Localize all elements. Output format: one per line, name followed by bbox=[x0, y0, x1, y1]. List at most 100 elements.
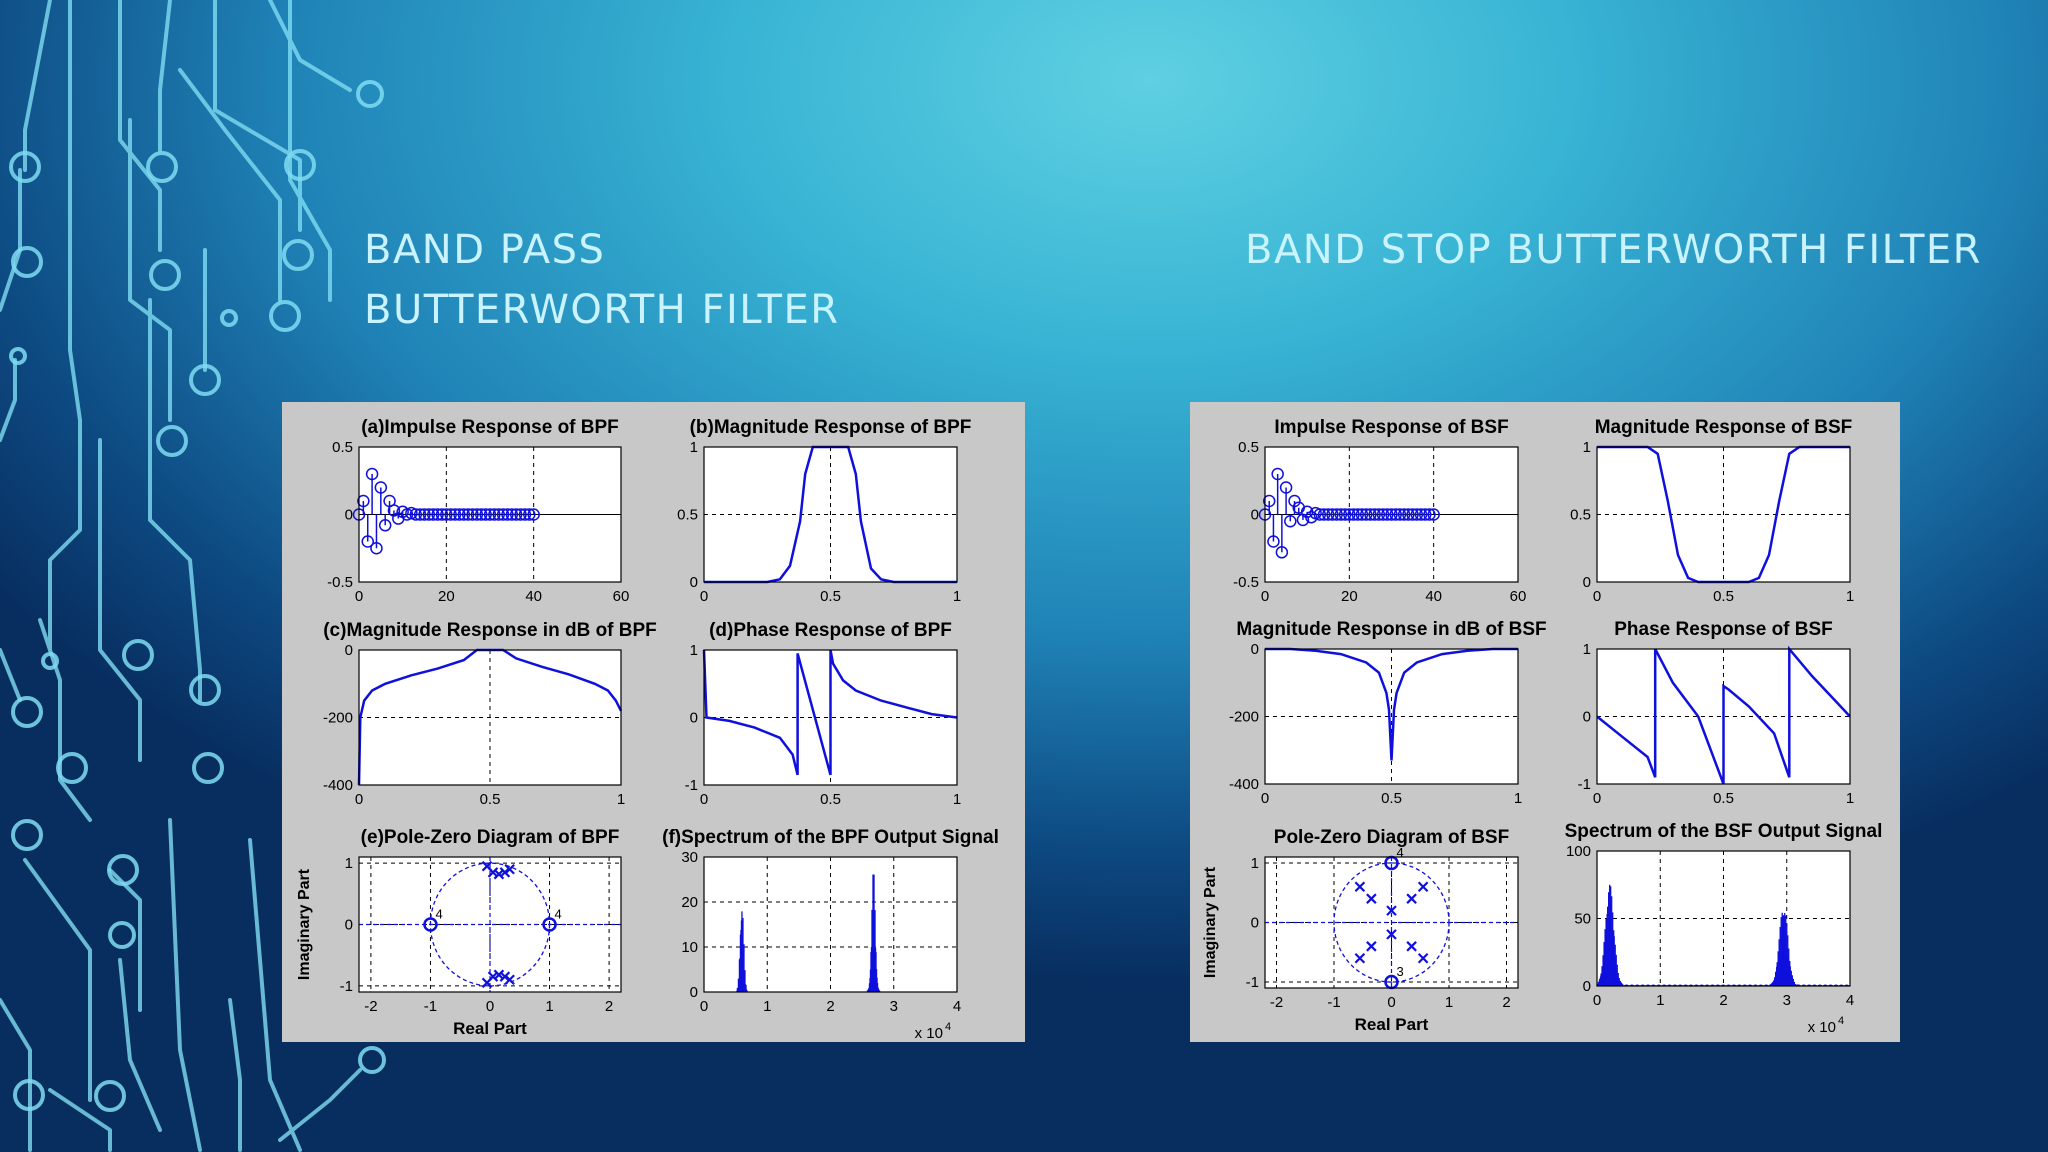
stem-marker bbox=[1389, 508, 1402, 521]
y-tick-label: -0.5 bbox=[327, 574, 353, 591]
y-tick-label: 0.5 bbox=[677, 507, 698, 524]
y-tick-label: 0 bbox=[345, 507, 353, 524]
zero-multiplicity: 4 bbox=[435, 907, 442, 922]
y-tick-label: 0 bbox=[1583, 574, 1591, 591]
pole-marker bbox=[1354, 952, 1366, 964]
chart-title: Pole-Zero Diagram of BSF bbox=[1274, 827, 1509, 848]
x-tick-label: 0.5 bbox=[1713, 790, 1734, 807]
stem-marker bbox=[1330, 508, 1343, 521]
y-tick-label: 0 bbox=[1251, 641, 1259, 658]
stem-marker bbox=[1347, 508, 1360, 521]
pole-marker bbox=[1366, 941, 1377, 952]
stem-marker bbox=[1359, 508, 1373, 521]
stem-marker bbox=[1351, 508, 1365, 521]
x-tick-label: 2 bbox=[1502, 994, 1510, 1011]
stem-marker bbox=[448, 508, 462, 521]
stem-marker bbox=[426, 508, 440, 521]
y-tick-label: 0.5 bbox=[332, 439, 353, 456]
stem-marker bbox=[466, 508, 479, 521]
y-tick-label: -400 bbox=[1229, 776, 1259, 793]
x-tick-label: 0.5 bbox=[480, 791, 501, 808]
stem-marker bbox=[470, 508, 484, 521]
pole-marker bbox=[1406, 893, 1417, 904]
plot-frame bbox=[1264, 648, 1519, 785]
y-tick-label: -400 bbox=[323, 777, 353, 794]
x-tick-label: 1 bbox=[1656, 992, 1664, 1009]
x-tick-label: 0 bbox=[1261, 588, 1269, 605]
x-tick-label: 3 bbox=[1783, 992, 1791, 1009]
y-tick-label: 1 bbox=[345, 855, 353, 872]
stem-marker bbox=[1381, 508, 1394, 521]
stem-marker bbox=[370, 542, 383, 555]
y-tick-label: 30 bbox=[681, 849, 698, 866]
x-tick-label: 20 bbox=[438, 588, 455, 605]
x-tick-label: 0 bbox=[355, 588, 363, 605]
x-tick-label: 2 bbox=[605, 998, 613, 1015]
stem-marker bbox=[1372, 508, 1386, 521]
pole-marker bbox=[504, 974, 515, 986]
stem-marker bbox=[409, 508, 423, 521]
bsf-figure-panel: Impulse Response of BSF 0 20 40 60 0.5 0 -0.5 M… bbox=[1190, 402, 1900, 1042]
chart-title: (e)Pole-Zero Diagram of BPF bbox=[361, 827, 620, 848]
x-tick-label: 0 bbox=[1261, 790, 1269, 807]
x-axis-label: Real Part bbox=[453, 1019, 527, 1038]
stem-marker bbox=[1402, 508, 1415, 521]
stem-marker bbox=[431, 508, 444, 521]
x-tick-label: 2 bbox=[826, 998, 834, 1015]
stem-marker bbox=[374, 481, 388, 494]
plot-frame bbox=[703, 649, 958, 786]
y-tick-label: 0.5 bbox=[1570, 507, 1591, 524]
stem-marker bbox=[1410, 508, 1424, 521]
pole-marker bbox=[1366, 893, 1377, 904]
chart-title: Spectrum of the BSF Output Signal bbox=[1565, 821, 1883, 842]
chart-title: (d)Phase Response of BPF bbox=[709, 620, 952, 641]
x-tick-label: 1 bbox=[1514, 790, 1522, 807]
stem-marker bbox=[435, 508, 449, 521]
stem-marker bbox=[488, 508, 501, 521]
stem-marker bbox=[1418, 508, 1432, 521]
x-tick-label: 0 bbox=[1593, 790, 1601, 807]
stem-marker bbox=[1423, 508, 1436, 521]
bsf-pole-zero-chart: Pole-Zero Diagram of BSF -2 -1 0 1 2 1 0 -1 4 3 Rea… bbox=[1202, 827, 1519, 1034]
stem-marker bbox=[413, 508, 427, 521]
chart-title: Magnitude Response in dB of BSF bbox=[1236, 619, 1546, 640]
zero-marker bbox=[423, 917, 438, 932]
zero-marker bbox=[542, 917, 557, 932]
left-slide-title: BAND PASS BUTTERWORTH FILTER bbox=[364, 227, 840, 333]
bpf-spectrum-chart: (f)Spectrum of the BPF Output Signal 0 1 2 3… bbox=[662, 827, 999, 1042]
stem-marker bbox=[509, 508, 523, 521]
y-tick-label: 0 bbox=[1251, 915, 1259, 932]
stem-marker bbox=[1317, 508, 1331, 521]
y-tick-label: 0 bbox=[345, 917, 353, 934]
y-tick-label: 1 bbox=[690, 642, 698, 659]
stem-marker bbox=[1279, 481, 1293, 494]
x-tick-label: 40 bbox=[1425, 588, 1442, 605]
stem-marker bbox=[1414, 508, 1428, 521]
stem-marker bbox=[1368, 508, 1381, 521]
y-tick-label: 1 bbox=[1583, 439, 1591, 456]
plot-frame bbox=[1264, 856, 1519, 989]
bpf-figure-panel: (a)Impulse Response of BPF 0 20 40 60 0.5 0 -0.… bbox=[282, 402, 1025, 1042]
chart-title: (c)Magnitude Response in dB of BPF bbox=[323, 620, 657, 641]
stem-marker bbox=[1334, 508, 1348, 521]
y-tick-label: 50 bbox=[1574, 911, 1591, 928]
pole-marker bbox=[493, 868, 505, 880]
chart-title: (f)Spectrum of the BPF Output Signal bbox=[662, 827, 999, 848]
x-tick-label: 0 bbox=[700, 998, 708, 1015]
x-tick-label: 0 bbox=[1387, 994, 1395, 1011]
series-line bbox=[1596, 645, 1851, 785]
stem-marker bbox=[479, 508, 492, 521]
y-axis-label: Imaginary Part bbox=[296, 868, 313, 980]
x-tick-label: 0 bbox=[700, 588, 708, 605]
pole-marker bbox=[1417, 881, 1429, 893]
x-tick-label: 1 bbox=[953, 791, 961, 808]
chart-title: (a)Impulse Response of BPF bbox=[361, 417, 619, 438]
stem-marker bbox=[1385, 508, 1398, 521]
pole-marker bbox=[1386, 929, 1397, 940]
stem-marker bbox=[1262, 494, 1276, 508]
